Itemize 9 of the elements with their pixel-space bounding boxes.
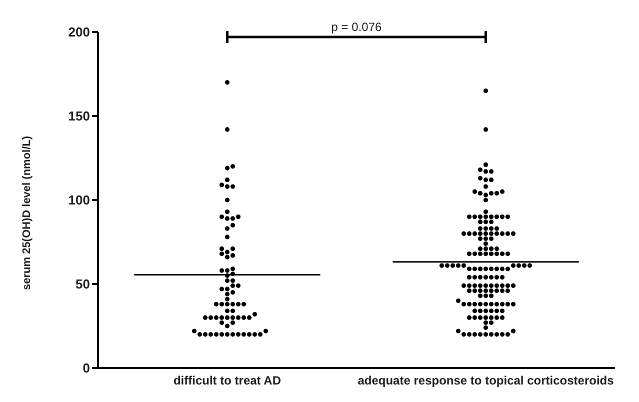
y-tick-label: 200	[68, 24, 90, 40]
y-tick-label: 150	[68, 108, 90, 124]
y-axis-title: serum 25(OH)D level (nmol/L)	[20, 136, 33, 290]
x-tick-label: difficult to treat AD	[173, 374, 282, 388]
annotation: p = 0.076	[331, 20, 382, 34]
y-tick-label: 100	[68, 192, 90, 208]
y-tick-label: 50	[76, 276, 90, 292]
x-tick-label: adequate response to topical corticosteroids	[358, 374, 614, 388]
y-tick-label: 0	[82, 360, 90, 376]
